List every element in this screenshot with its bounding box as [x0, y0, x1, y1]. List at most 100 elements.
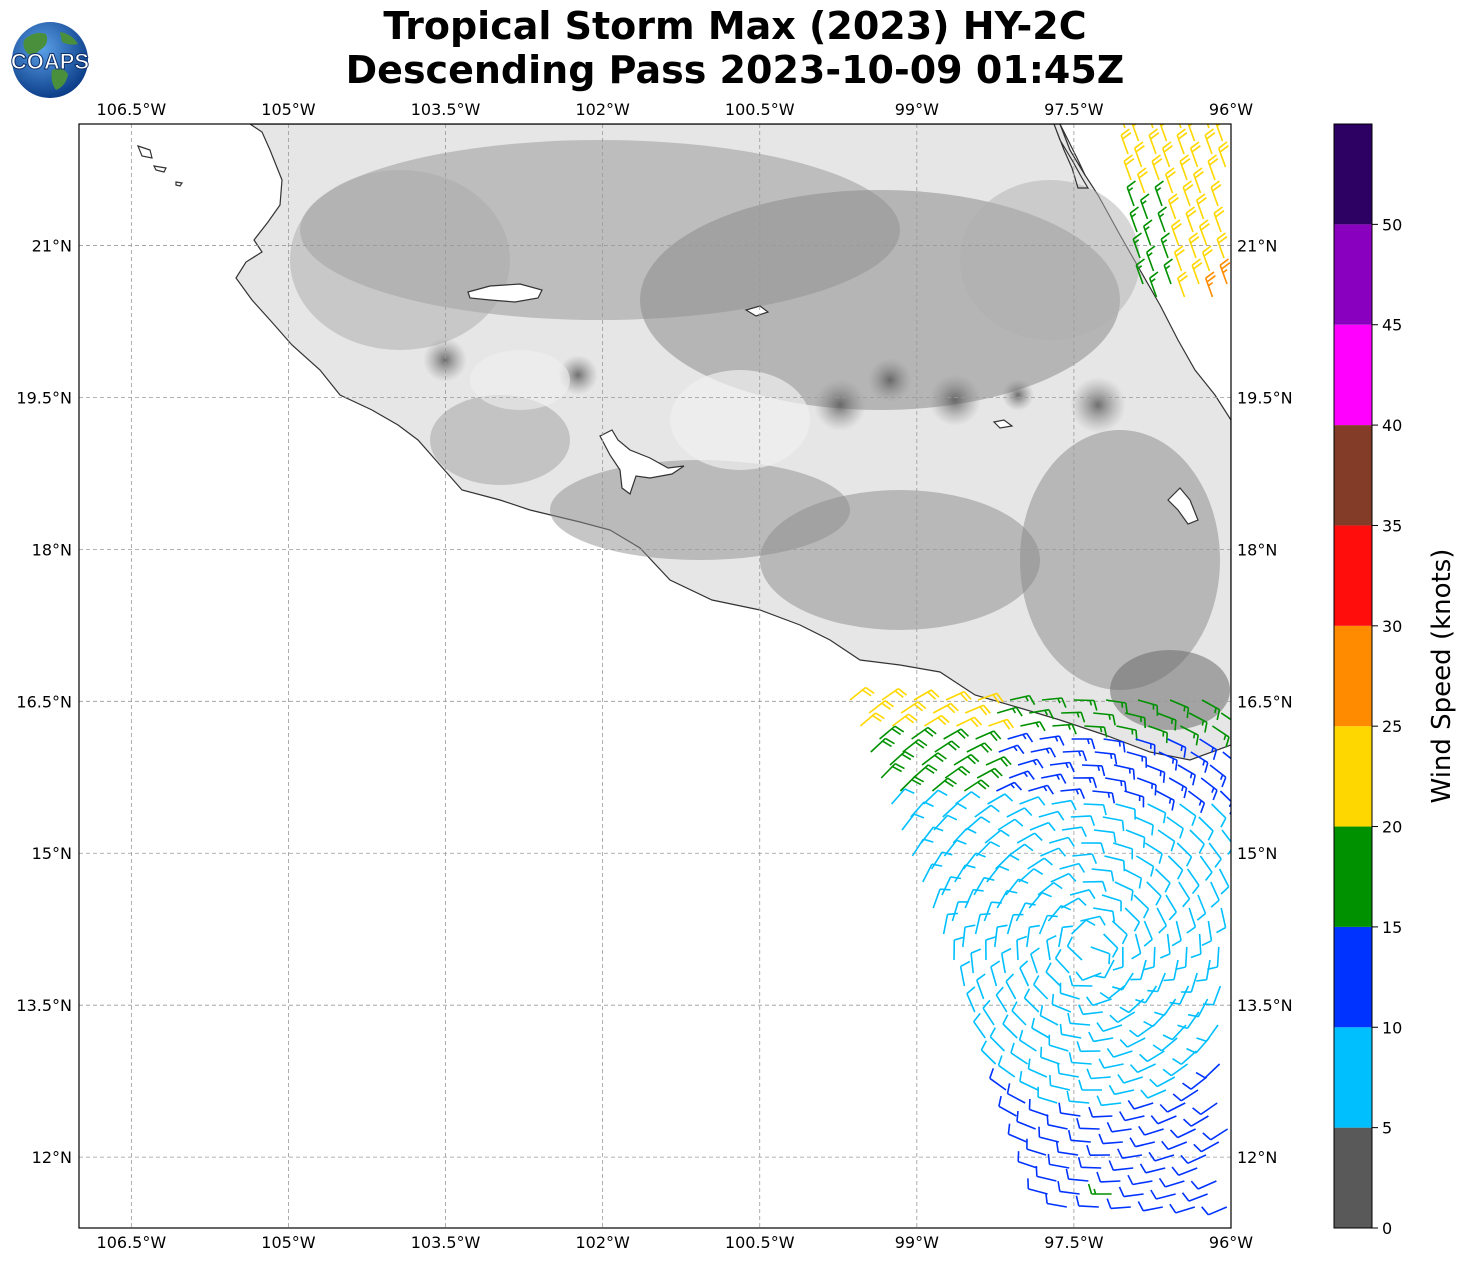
map-frame [78, 123, 1232, 1229]
wind-barb-348 [1181, 1192, 1208, 1202]
wind-barb-198 [1131, 933, 1142, 960]
colorbar-label: Wind Speed (knots) [1427, 549, 1457, 804]
wind-barb-51 [998, 744, 1025, 755]
wind-barb-215 [1094, 959, 1115, 979]
wind-barb-160 [1114, 881, 1134, 901]
lon-tick-top-1: 105°W [261, 100, 316, 119]
wind-barb-302 [1159, 1102, 1186, 1113]
wind-barb-169 [1101, 894, 1122, 912]
wind-barb-234 [1169, 985, 1190, 1005]
wind-barb-382 [1139, 193, 1150, 220]
wind-barb-118 [1061, 826, 1087, 837]
wind-barb-255 [1067, 1012, 1091, 1026]
wind-barb-216 [1130, 959, 1147, 981]
wind-barb-334 [1108, 1160, 1134, 1171]
wind-barb-52 [1030, 747, 1057, 758]
wind-barb-214 [1066, 936, 1083, 961]
lat-tick-left-6: 12°N [32, 1148, 72, 1167]
wind-barb-45 [1167, 738, 1187, 758]
lat-tick-left-5: 13.5°N [16, 996, 72, 1015]
wind-barb-336 [1171, 1166, 1198, 1176]
wind-barb-245 [995, 986, 1008, 1013]
wind-barb-113 [901, 813, 925, 831]
wind-barb-126 [984, 829, 1010, 844]
wind-barb-159 [1082, 880, 1107, 892]
wind-barb-17 [1029, 708, 1055, 720]
topography-shading [290, 140, 1230, 730]
wind-barb-88 [1124, 790, 1145, 808]
wind-barb-391 [1198, 219, 1210, 246]
wind-barb-112 [1198, 816, 1214, 841]
wind-barb-338 [1065, 1168, 1089, 1182]
wind-barb-249 [1109, 1011, 1136, 1023]
wind-barb-69 [1209, 764, 1227, 788]
wind-barb-390 [1170, 219, 1182, 246]
lon-tick-top-5: 99°W [895, 100, 939, 119]
wind-barb-376 [1164, 167, 1176, 194]
wind-barb-36 [879, 725, 905, 740]
wind-barb-379 [1154, 180, 1164, 207]
wind-barb-190 [1171, 920, 1182, 947]
wind-barb-148 [1059, 862, 1086, 873]
wind-barb-222 [1054, 948, 1070, 974]
wind-barb-368 [1161, 141, 1173, 168]
wind-barb-66 [1113, 764, 1136, 780]
wind-barb-23 [1220, 712, 1231, 721]
lon-tick-top-7: 96°W [1209, 100, 1253, 119]
wind-barb-76 [1073, 777, 1098, 789]
wind-barb-277 [1040, 1046, 1060, 1065]
wind-barb-301 [1127, 1099, 1154, 1110]
wind-barb-15 [964, 704, 991, 716]
wind-barb-60 [921, 752, 947, 766]
wind-barb-138 [1040, 847, 1067, 857]
wind-barb-370 [1217, 141, 1229, 168]
wind-barb-260 [973, 1012, 986, 1039]
wind-barb-283 [997, 1055, 1016, 1078]
wind-barb-300 [1096, 1095, 1122, 1107]
wind-barb-89 [1156, 790, 1175, 811]
wind-barb-256 [1096, 1022, 1123, 1032]
wind-barb-229 [1019, 960, 1030, 987]
wind-barb-286 [1086, 1068, 1111, 1080]
wind-barb-317 [1202, 1128, 1229, 1141]
wind-barb-119 [1093, 829, 1117, 843]
wind-barb-80 [1200, 777, 1218, 801]
lon-tick-bottom-2: 103.5°W [411, 1233, 481, 1252]
wind-barb-20 [1125, 712, 1146, 729]
wind-barb-212 [1016, 935, 1028, 961]
wind-barb-180 [1156, 907, 1168, 934]
wind-barb-284 [1027, 1058, 1048, 1078]
wind-barb-79 [1168, 777, 1188, 799]
wind-barb-1 [881, 687, 908, 701]
wind-barb-266 [1152, 1037, 1178, 1052]
wind-barb-165 [973, 876, 995, 896]
wind-barb-196 [1071, 919, 1096, 935]
wind-barb-349 [1045, 1193, 1067, 1208]
gulf-lagoon [1053, 124, 1090, 189]
wind-barb-352 [1137, 1201, 1163, 1212]
wind-barb-141 [1135, 855, 1155, 877]
wind-barb-253 [1011, 1001, 1027, 1026]
wind-barb-289 [1182, 1076, 1208, 1090]
wind-barb-171 [1165, 894, 1177, 921]
wind-barb-372 [1151, 154, 1163, 181]
wind-barb-42 [1071, 738, 1096, 750]
wind-barb-365 [1176, 128, 1188, 155]
wind-barb-189 [1143, 920, 1153, 947]
wind-barb-392 [1132, 232, 1142, 259]
wind-barb-64 [1049, 761, 1075, 773]
wind-barb-150 [1123, 868, 1143, 889]
wind-barb-57 [1190, 751, 1209, 773]
wind-barb-293 [1078, 1079, 1102, 1091]
wind-barb-251 [1177, 1011, 1200, 1030]
wind-barb-221 [1030, 947, 1040, 974]
lake-small-1 [744, 305, 770, 317]
wind-barb-151 [1155, 868, 1171, 893]
wind-barb-316 [1169, 1128, 1196, 1139]
wind-barb-163 [1210, 881, 1220, 908]
wind-barb-85 [1028, 784, 1054, 795]
wind-barb-314 [1106, 1121, 1132, 1133]
wind-barb-9 [1137, 699, 1159, 716]
wind-barb-139 [1072, 853, 1098, 865]
